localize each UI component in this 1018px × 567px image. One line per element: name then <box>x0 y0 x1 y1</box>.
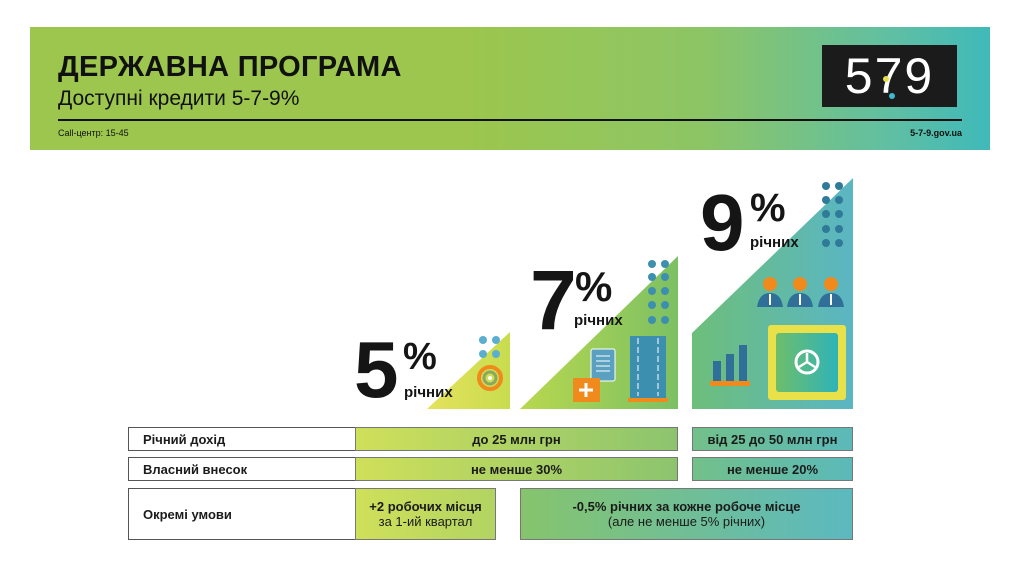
rate-9-label: річних <box>750 234 799 251</box>
conditions-5-line1: +2 робочих місця <box>369 499 482 514</box>
safe-icon <box>768 325 846 400</box>
logo-dots-icon <box>883 76 895 99</box>
row-label-income: Річний дохід <box>128 427 356 451</box>
conditions-5-line2: за 1-ий квартал <box>378 514 473 529</box>
contribution-5-7: не менше 30% <box>355 457 678 481</box>
divider <box>58 119 962 121</box>
header-banner: ДЕРЖАВНА ПРОГРАМА Доступні кредити 5-7-9… <box>30 27 990 150</box>
rate-9-value: 9 <box>700 178 745 267</box>
coin-stack-icon <box>628 336 668 402</box>
dots-icon <box>822 182 843 247</box>
plus-icon <box>573 378 600 402</box>
rate-5-percent: % <box>403 336 437 378</box>
conditions-5: +2 робочих місця за 1-ий квартал <box>355 488 496 540</box>
bar-chart-icon <box>710 345 750 386</box>
people-icon <box>757 277 844 307</box>
logo-579: 579 <box>822 45 957 107</box>
page-subtitle: Доступні кредити 5-7-9% <box>58 87 300 110</box>
rate-5-value: 5 <box>354 325 399 414</box>
rate-7-label: річних <box>574 312 623 329</box>
rate-7-percent: % <box>575 263 613 310</box>
target-icon <box>477 365 503 391</box>
conditions-7-9: -0,5% річних за кожне робоче місце (але … <box>520 488 853 540</box>
call-center-text: Call-центр: 15-45 <box>58 128 129 138</box>
row-label-contribution: Власний внесок <box>128 457 356 481</box>
dots-icon <box>648 260 669 324</box>
conditions-7-9-line2: (але не менше 5% річних) <box>607 514 766 529</box>
rate-5-label: річних <box>404 384 453 401</box>
income-5-7: до 25 млн грн <box>355 427 678 451</box>
website-link[interactable]: 5-7-9.gov.ua <box>910 128 962 138</box>
row-label-conditions: Окремі умови <box>128 488 356 540</box>
income-9: від 25 до 50 млн грн <box>692 427 853 451</box>
document-icon <box>590 348 616 382</box>
contribution-9: не менше 20% <box>692 457 853 481</box>
dots-icon <box>479 336 500 358</box>
conditions-7-9-line1: -0,5% річних за кожне робоче місце <box>572 499 801 514</box>
rate-9-percent: % <box>750 186 786 230</box>
rate-7-value: 7 <box>530 253 577 347</box>
page-title: ДЕРЖАВНА ПРОГРАМА <box>58 51 402 83</box>
